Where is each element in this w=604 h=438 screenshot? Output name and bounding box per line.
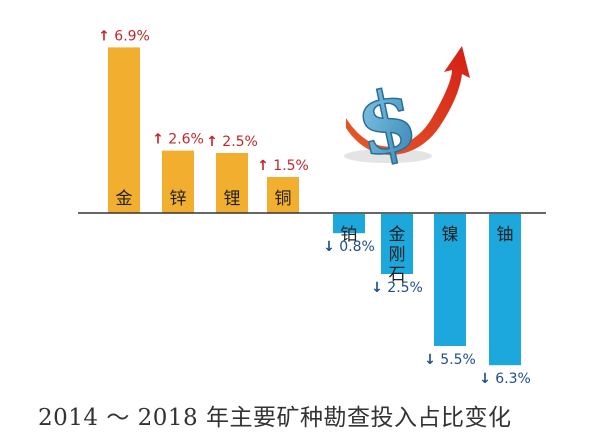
- category-label-1: 锌: [170, 189, 187, 209]
- value-label-1: ↑ 2.6%: [152, 132, 204, 148]
- value-label-6: ↓ 5.5%: [424, 352, 476, 368]
- chart-title: 2014 ～ 2018 年主要矿种勘查投入占比变化: [38, 405, 512, 431]
- bar-7: [489, 214, 521, 366]
- category-label-0: 金: [116, 189, 133, 209]
- value-label-3: ↑ 1.5%: [257, 158, 309, 174]
- value-label-5: ↓ 2.5%: [371, 280, 423, 296]
- bar-6: [434, 214, 466, 346]
- category-label-6: 镍: [442, 225, 459, 245]
- value-label-7: ↓ 6.3%: [479, 371, 531, 387]
- labels-layer: 金↑ 6.9%锌↑ 2.6%锂↑ 2.5%铜↑ 1.5%铂↓ 0.8%金刚石↓ …: [98, 28, 531, 387]
- category-label-3: 铜: [275, 189, 292, 209]
- value-label-4: ↓ 0.8%: [323, 239, 375, 255]
- bar-5: [381, 214, 413, 274]
- bar-1: [162, 150, 194, 213]
- dollar-growth-icon: $: [344, 46, 470, 178]
- bars-layer: [108, 47, 521, 366]
- value-label-2: ↑ 2.5%: [206, 134, 258, 150]
- category-label-7: 铀: [497, 225, 514, 245]
- bar-chart: 金↑ 6.9%锌↑ 2.6%锂↑ 2.5%铜↑ 1.5%铂↓ 0.8%金刚石↓ …: [78, 28, 546, 387]
- category-label-5: 金刚石: [389, 225, 406, 285]
- bar-0: [108, 47, 140, 214]
- bar-2: [216, 153, 248, 213]
- rising-arrow-icon: [346, 46, 470, 155]
- bar-3: [267, 177, 299, 213]
- value-label-0: ↑ 6.9%: [98, 28, 150, 44]
- category-label-4: 铂: [341, 225, 358, 245]
- bar-4: [333, 214, 365, 234]
- category-label-2: 锂: [224, 189, 241, 209]
